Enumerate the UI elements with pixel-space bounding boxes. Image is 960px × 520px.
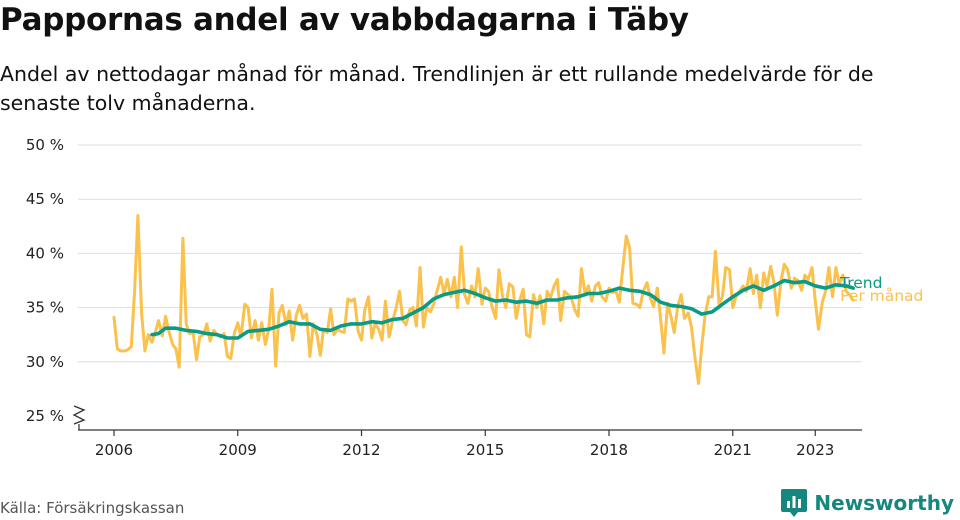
legend-label-monthly: Per månad (840, 287, 923, 305)
axis-break-zigzag (72, 405, 86, 425)
x-axis: 2006 2009 2012 2015 2018 2021 2023 (78, 429, 862, 459)
axis-break-icon (72, 405, 86, 430)
y-tick-label: 30 % (26, 353, 64, 371)
brand-name: Newsworthy (814, 491, 954, 515)
y-tick-label: 50 % (26, 136, 64, 154)
bar-chart-logo-icon (781, 489, 808, 517)
y-tick-label: 40 % (26, 244, 64, 262)
series-lines (112, 214, 855, 385)
x-tick-label: 2023 (796, 441, 834, 459)
chart-subtitle: Andel av nettodagar månad för månad. Tre… (0, 62, 874, 115)
y-tick-label: 25 % (26, 407, 64, 425)
x-tick-label: 2018 (590, 441, 628, 459)
x-tick-label: 2012 (342, 441, 380, 459)
legend-label-trend: Trend (839, 274, 882, 292)
x-tick-label: 2006 (95, 441, 133, 459)
x-tick-label: 2009 (219, 441, 257, 459)
y-tick-label: 45 % (26, 190, 64, 208)
brand[interactable]: Newsworthy (780, 488, 954, 518)
x-tick-label: 2021 (714, 441, 752, 459)
x-tick-label: 2015 (466, 441, 504, 459)
source-note: Källa: Försäkringskassan (0, 499, 185, 517)
chart-title: Pappornas andel av vabbdagarna i Täby (0, 2, 689, 38)
series-line-monthly (112, 214, 855, 385)
y-axis-labels: 25 % 30 % 35 % 40 % 45 % 50 % (26, 136, 64, 425)
y-tick-label: 35 % (26, 299, 64, 317)
grid-lines (78, 144, 862, 363)
series-line-trend (150, 278, 855, 340)
